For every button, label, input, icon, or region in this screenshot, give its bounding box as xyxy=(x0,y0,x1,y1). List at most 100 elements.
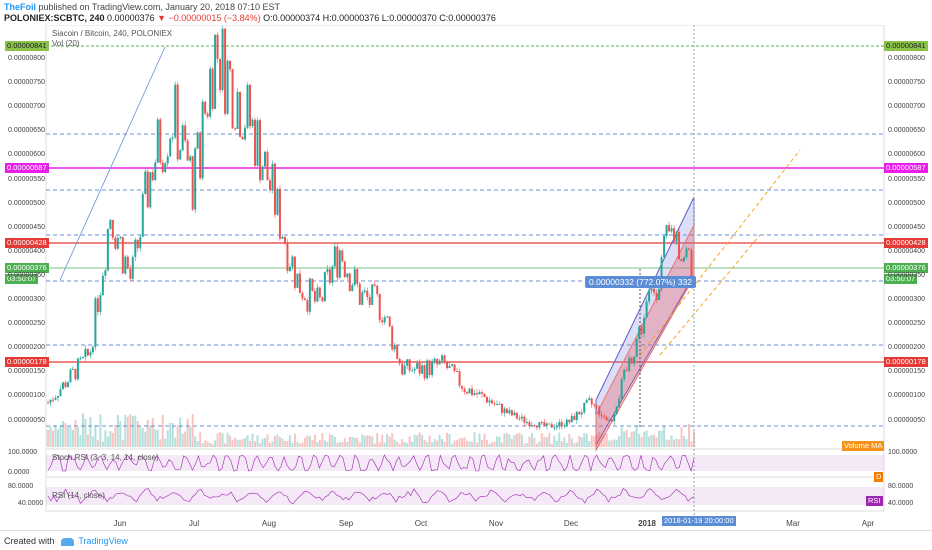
volume-bar xyxy=(229,435,232,447)
volume-bar xyxy=(598,431,601,447)
right-y-tick: 0.00000400 xyxy=(888,247,925,255)
volume-bar xyxy=(413,434,416,447)
tradingview-brand[interactable]: TradingView xyxy=(78,536,128,546)
trend-line[interactable] xyxy=(59,46,166,281)
candle-body xyxy=(468,388,471,394)
candle-body xyxy=(303,298,306,301)
volume-bar xyxy=(446,432,449,447)
candle-body xyxy=(600,414,603,417)
author-name[interactable]: TheFoil xyxy=(4,2,36,12)
candle-body xyxy=(346,273,349,278)
volume-bar xyxy=(660,430,663,447)
volume-bar xyxy=(66,426,69,447)
candle-body xyxy=(588,398,591,401)
volume-bar xyxy=(321,432,324,447)
candle-body xyxy=(361,292,364,305)
volume-bar xyxy=(471,441,474,447)
candle-body xyxy=(523,416,526,423)
volume-bar xyxy=(426,442,429,447)
volume-bar xyxy=(466,440,469,447)
volume-bar xyxy=(308,436,311,447)
volume-bar xyxy=(570,438,573,447)
volume-bar xyxy=(525,443,528,447)
left-tag-178: 0.00000178 xyxy=(5,357,49,367)
left-tag-376: 0.00000376 xyxy=(5,263,49,273)
volume-bar xyxy=(206,441,209,447)
volume-bar xyxy=(575,442,578,447)
left-y-tick: 0.00000400 xyxy=(8,247,45,255)
volume-bar xyxy=(423,439,426,447)
volume-bar xyxy=(683,436,686,447)
candle-body xyxy=(216,34,219,59)
candle-body xyxy=(179,150,182,160)
candle-body xyxy=(670,228,673,232)
published-text: published on TradingView.com, January 20… xyxy=(38,2,281,12)
volume-bar xyxy=(184,431,187,447)
volume-bar xyxy=(418,432,421,447)
volume-bar xyxy=(485,440,488,447)
candle-body xyxy=(291,256,294,267)
volume-bar xyxy=(563,437,566,447)
volume-bar xyxy=(505,432,508,447)
volume-bar xyxy=(690,441,693,447)
chart-area[interactable]: Siacoin / Bitcoin, 240, POLONIEX Vol (20… xyxy=(0,25,932,530)
volume-bar xyxy=(61,421,64,447)
volume-bar xyxy=(189,427,192,447)
volume-bar xyxy=(518,432,521,447)
candle-body xyxy=(548,423,551,425)
projection-line-2[interactable] xyxy=(659,234,761,356)
symbol-line: POLONIEX:SCBTC, 240 0.00000376 ▼ −0.0000… xyxy=(4,13,496,23)
candle-body xyxy=(503,408,506,413)
volume-bar xyxy=(169,422,172,447)
volume-bar xyxy=(655,437,658,447)
tradingview-cloud-icon xyxy=(61,537,75,546)
volume-bar xyxy=(448,434,451,447)
candle-body xyxy=(119,236,122,239)
volume-bar xyxy=(291,442,294,447)
volume-bar xyxy=(361,434,364,447)
candle-body xyxy=(598,406,601,415)
candle-body xyxy=(513,412,516,416)
projection-line-1[interactable] xyxy=(639,149,801,356)
candle-body xyxy=(505,408,508,414)
created-with[interactable]: Created with TradingView xyxy=(4,536,128,546)
candle-body xyxy=(446,362,449,369)
measure-label[interactable]: 0.00000332 (772.07%) 332 xyxy=(585,276,697,288)
candle-body xyxy=(473,393,476,395)
candle-body xyxy=(451,364,454,366)
volume-bar xyxy=(433,438,436,447)
volume-bar xyxy=(96,440,99,447)
candle-body xyxy=(630,357,633,364)
volume-bar xyxy=(431,442,434,447)
candle-body xyxy=(56,395,59,398)
volume-bar xyxy=(186,418,189,447)
volume-bar xyxy=(438,434,441,447)
candle-body xyxy=(436,358,439,365)
volume-bar xyxy=(456,440,459,447)
volume-bar xyxy=(406,443,409,447)
volume-bar xyxy=(565,442,568,447)
volume-bar xyxy=(503,433,506,447)
x-tick: Sep xyxy=(338,519,354,528)
volume-bar xyxy=(443,441,446,447)
right-y-tick: 0.00000250 xyxy=(888,320,925,328)
volume-bar xyxy=(555,440,558,447)
right-countdown: 03:50:07 xyxy=(884,274,918,284)
volume-bar xyxy=(476,442,479,447)
volume-bar xyxy=(623,431,626,447)
candle-body xyxy=(638,326,641,339)
candle-body xyxy=(403,365,406,375)
candle-body xyxy=(398,358,401,364)
volume-bar xyxy=(368,435,371,447)
volume-bar xyxy=(461,438,464,447)
candle-body xyxy=(485,397,488,403)
candle-body xyxy=(608,419,611,421)
candle-body xyxy=(239,91,242,137)
candle-body xyxy=(383,317,386,323)
volume-bar xyxy=(278,436,281,447)
left-y-tick: 0.00000100 xyxy=(8,392,45,400)
candle-body xyxy=(181,125,184,151)
volume-bar xyxy=(211,443,214,447)
candle-body xyxy=(461,385,464,389)
volume-bar xyxy=(236,439,239,447)
